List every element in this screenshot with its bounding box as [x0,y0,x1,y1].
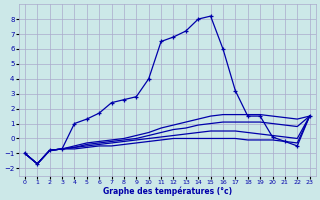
X-axis label: Graphe des températures (°c): Graphe des températures (°c) [103,186,232,196]
